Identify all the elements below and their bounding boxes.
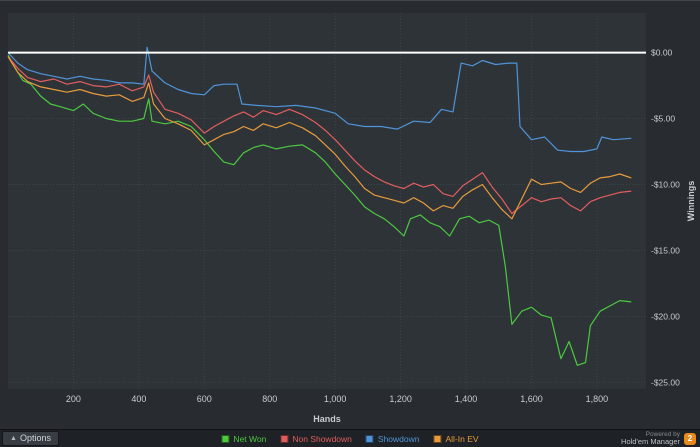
collapse-up-icon: ▲ <box>10 435 17 442</box>
legend-swatch <box>433 434 442 443</box>
svg-text:800: 800 <box>262 394 277 404</box>
svg-text:-$25.00: -$25.00 <box>651 377 680 387</box>
svg-text:600: 600 <box>197 394 212 404</box>
legend-item: Net Won <box>221 434 266 444</box>
legend-item: Non Showdown <box>280 434 352 444</box>
svg-text:400: 400 <box>131 394 146 404</box>
winnings-chart: 200 400 600 800 1,000 1,200 1,400 1,600 1,800 $0.… <box>7 13 696 424</box>
svg-text:-$20.00: -$20.00 <box>651 311 680 321</box>
powered-by-line1: Powered by <box>645 431 680 438</box>
status-bar: ▲ Options Net Won Non Showdown Showdown All… <box>0 429 700 447</box>
powered-by: Powered by Hold'em Manager 2 <box>621 431 696 446</box>
legend-swatch <box>365 434 374 443</box>
svg-text:1,200: 1,200 <box>389 394 412 404</box>
legend-swatch <box>221 434 230 443</box>
powered-by-line2: Hold'em Manager <box>621 437 680 447</box>
svg-text:1,600: 1,600 <box>520 394 543 404</box>
svg-text:1,400: 1,400 <box>455 394 478 404</box>
svg-text:200: 200 <box>66 394 81 404</box>
chart-panel: 200 400 600 800 1,000 1,200 1,400 1,600 1,800 $0.… <box>0 1 700 431</box>
legend-label: All-In EV <box>445 433 479 444</box>
options-button[interactable]: ▲ Options <box>2 431 59 446</box>
holdem-manager-logo: 2 <box>684 432 696 445</box>
svg-text:1,000: 1,000 <box>324 394 347 404</box>
legend-item: All-In EV <box>433 433 479 444</box>
svg-text:1,800: 1,800 <box>586 394 609 404</box>
powered-by-text: Powered by Hold'em Manager <box>621 431 680 446</box>
svg-text:Hands: Hands <box>313 414 341 424</box>
legend-item: Showdown <box>365 433 420 444</box>
svg-text:Winnings: Winnings <box>686 181 696 221</box>
legend-swatch <box>280 434 289 443</box>
svg-text:$0.00: $0.00 <box>651 48 673 58</box>
svg-text:-$10.00: -$10.00 <box>651 180 680 190</box>
legend-label: Non Showdown <box>292 433 352 444</box>
options-label: Options <box>19 433 51 443</box>
legend-label: Net Won <box>233 433 267 444</box>
svg-text:-$15.00: -$15.00 <box>651 245 680 255</box>
legend-label: Showdown <box>377 433 420 444</box>
legend: Net Won Non Showdown Showdown All-In EV <box>221 433 479 444</box>
svg-text:-$5.00: -$5.00 <box>651 114 675 124</box>
